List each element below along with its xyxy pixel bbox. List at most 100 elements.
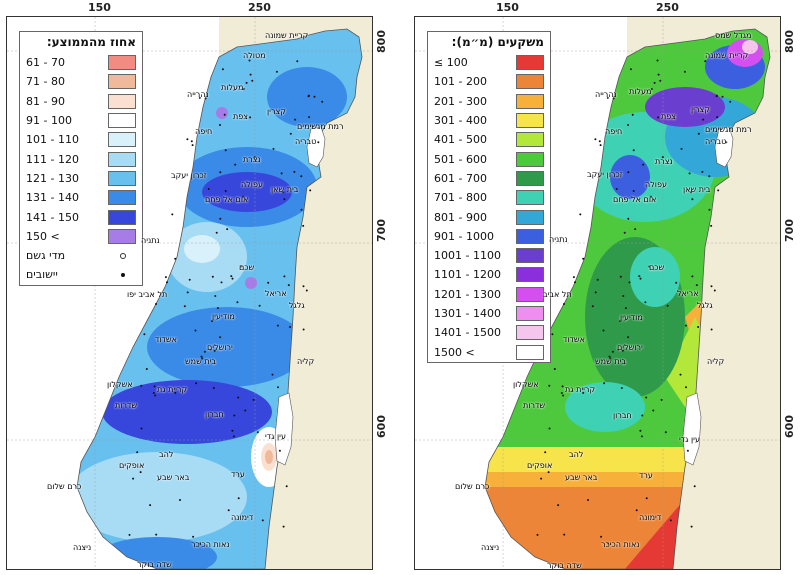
settlement-dot <box>713 289 716 292</box>
settlement-dot <box>221 68 224 71</box>
place-label: טבריה <box>295 137 317 146</box>
place-label: קליה <box>707 357 725 366</box>
settlement-dot <box>691 198 694 201</box>
place-label: אריאל <box>677 289 699 298</box>
place-label: באר שבע <box>565 473 598 482</box>
settlement-dot <box>632 149 635 152</box>
legend-label: ≤ 100 <box>434 56 468 70</box>
settlement-dot <box>650 195 652 198</box>
place-label: קצרין <box>691 105 710 114</box>
place-label: חברון <box>205 410 224 419</box>
legend-swatch <box>108 190 136 206</box>
place-label: רמת מגשימים <box>297 122 344 131</box>
settlement-dot <box>285 485 288 488</box>
place-label: נאות הכיכר <box>191 540 230 549</box>
settlement-dot <box>191 144 194 147</box>
settlement-dot <box>132 477 135 480</box>
place-label: נאות הכיכר <box>601 540 640 549</box>
x-tick-250: 250 <box>656 1 679 14</box>
dead-sea <box>682 392 702 466</box>
place-label: עפולה <box>241 180 263 189</box>
legend-swatch <box>108 170 136 186</box>
legend-label: 91 - 100 <box>26 114 72 128</box>
place-label: עפולה <box>645 180 667 189</box>
settlement-dot <box>249 73 252 76</box>
settlement-dot <box>244 409 247 412</box>
settlement-dot <box>562 394 565 397</box>
settlement-dot <box>277 386 279 389</box>
place-label: נתניה <box>141 236 160 245</box>
settlement-dot <box>278 449 281 452</box>
legend-label: 150 < <box>26 229 60 243</box>
settlement-dot <box>664 431 667 434</box>
settlement-dot <box>227 509 230 512</box>
settlement-dot <box>231 429 234 432</box>
legend-label: 501 - 600 <box>434 152 487 166</box>
percent-of-average-map-panel: 150 250 800 700 600 אחוז מהממוצע: 61 - 7… <box>0 0 392 575</box>
legend-row: 101 - 110 <box>20 130 142 149</box>
settlement-dot <box>563 303 565 305</box>
legend-swatch <box>108 151 136 167</box>
settlement-dot <box>240 265 243 268</box>
settlement-dot-icon <box>110 271 136 279</box>
place-label: תל אביב יפו <box>127 290 168 299</box>
place-label: אשקלון <box>513 380 539 389</box>
settlement-dot <box>640 435 643 438</box>
settlement-dot <box>223 113 226 116</box>
settlement-dot <box>213 349 216 352</box>
settlement-dot <box>536 533 539 536</box>
legend-label: 901 - 1000 <box>434 229 494 243</box>
legend-label: 121 - 130 <box>26 171 79 185</box>
settlement-dot <box>582 391 585 394</box>
percent-zone-fill <box>216 107 228 119</box>
y-tick-800: 800 <box>375 30 388 53</box>
settlement-dot <box>572 276 575 279</box>
settlement-dot <box>603 382 606 385</box>
legend-swatch <box>516 132 544 148</box>
settlement-dot <box>149 504 152 507</box>
settlement-dot <box>287 284 290 287</box>
settlement-dot <box>164 276 167 279</box>
percent-zone-fill <box>202 172 292 212</box>
settlement-dot <box>211 275 214 278</box>
settlement-dot <box>609 357 612 360</box>
settlement-dot <box>140 427 143 430</box>
settlement-dot <box>656 59 659 62</box>
settlement-dot <box>186 291 189 294</box>
settlement-dot <box>145 368 148 370</box>
place-label: זכרון יעקב <box>171 171 207 180</box>
settlement-dots <box>128 59 324 545</box>
settlement-dot <box>321 100 324 103</box>
settlement-dot <box>657 116 660 119</box>
legend-swatch <box>516 113 544 129</box>
settlement-dot <box>619 275 622 278</box>
legend-label: 101 - 200 <box>434 75 487 89</box>
settlement-dot <box>644 301 647 304</box>
legend-row: 1201 - 1300 <box>428 285 550 304</box>
settlement-dot <box>188 278 191 281</box>
place-label: מעלות <box>629 87 652 96</box>
place-label: דימונה <box>639 513 662 522</box>
settlement-dot <box>641 414 644 417</box>
legend-row: 1401 - 1500 <box>428 323 550 342</box>
place-label: אשדוד <box>155 335 177 344</box>
settlement-dot <box>317 141 320 144</box>
settlement-dot <box>300 175 303 178</box>
settlement-dot <box>233 414 236 417</box>
settlement-dot <box>219 217 222 220</box>
legend-label: 1401 - 1500 <box>434 326 501 340</box>
legend-swatch <box>516 325 544 341</box>
place-label: כרם שלום <box>455 482 490 491</box>
settlement-dot <box>725 141 728 144</box>
place-label: קריית גת <box>565 385 596 394</box>
settlement-dot <box>622 295 625 297</box>
place-label: ירושלים <box>207 343 233 352</box>
legend-label: 701 - 800 <box>434 191 487 205</box>
settlement-dot <box>608 355 611 358</box>
legend-swatch <box>516 151 544 167</box>
settlement-dot <box>155 533 158 536</box>
settlement-dot <box>645 396 648 399</box>
settlement-dot <box>704 60 707 63</box>
place-label: נהרייה <box>187 90 209 99</box>
legend-row: 111 - 120 <box>20 149 142 168</box>
